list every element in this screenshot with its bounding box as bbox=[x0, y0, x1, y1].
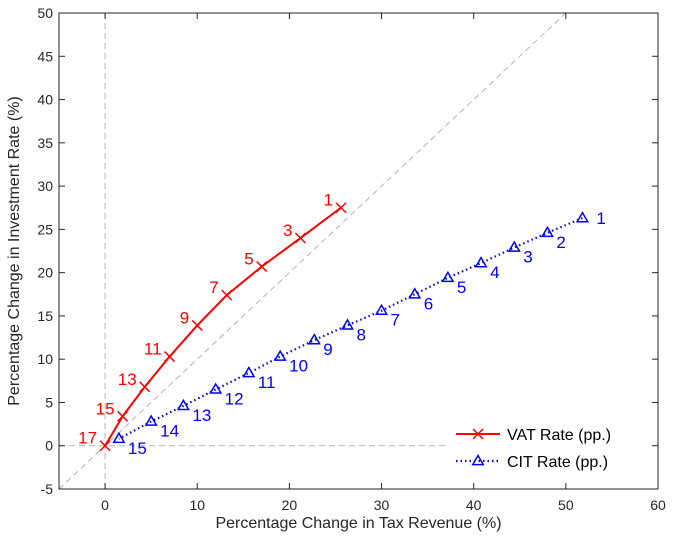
data-label: 11 bbox=[144, 340, 162, 359]
y-tick-label: 15 bbox=[37, 308, 53, 324]
data-label: 1 bbox=[324, 191, 333, 210]
marker-triangle bbox=[144, 414, 158, 426]
marker-triangle bbox=[441, 270, 455, 283]
data-label: 7 bbox=[391, 311, 400, 330]
marker-triangle bbox=[242, 366, 256, 378]
marker-x bbox=[99, 440, 111, 452]
data-label: 15 bbox=[128, 439, 147, 458]
marker-triangle bbox=[474, 256, 488, 268]
data-label: 5 bbox=[244, 250, 253, 269]
data-label: 7 bbox=[209, 278, 218, 297]
data-label: 13 bbox=[118, 370, 137, 389]
y-tick-label: 50 bbox=[37, 5, 53, 21]
marker-triangle bbox=[340, 318, 354, 330]
x-tick-label: 20 bbox=[282, 497, 298, 513]
series-line bbox=[104, 206, 342, 447]
data-label: 11 bbox=[258, 373, 276, 392]
series-layer bbox=[99, 202, 589, 452]
x-tick-label: 50 bbox=[558, 497, 574, 513]
y-tick-label: 20 bbox=[37, 265, 53, 281]
series-cit bbox=[112, 211, 589, 444]
marker-triangle bbox=[176, 398, 190, 411]
marker-triangle bbox=[273, 349, 287, 361]
data-label: 13 bbox=[192, 406, 211, 425]
legend-entry-label: CIT Rate (pp.) bbox=[507, 454, 608, 471]
marker-x bbox=[294, 232, 306, 244]
data-label: 3 bbox=[283, 221, 292, 240]
marker-x bbox=[472, 428, 484, 440]
marker-triangle bbox=[375, 303, 389, 316]
series-vat bbox=[99, 202, 347, 452]
reference-lines bbox=[58, 12, 658, 490]
data-label: 1 bbox=[596, 209, 605, 228]
marker-triangle bbox=[307, 333, 321, 345]
marker-x bbox=[117, 410, 129, 422]
x-axis-label: Percentage Change in Tax Revenue (%) bbox=[215, 515, 501, 532]
data-label: 14 bbox=[160, 421, 179, 440]
x-tick-label: 10 bbox=[189, 497, 205, 513]
x-tick-label: 30 bbox=[374, 497, 390, 513]
data-label: 10 bbox=[289, 357, 308, 376]
data-label: 9 bbox=[323, 340, 332, 359]
y-tick-label: -5 bbox=[41, 481, 54, 497]
marker-triangle bbox=[209, 382, 223, 394]
data-label: 9 bbox=[180, 308, 189, 327]
x-tick-label: 60 bbox=[650, 497, 666, 513]
marker-triangle bbox=[507, 240, 521, 252]
legend-entry-label: VAT Rate (pp.) bbox=[507, 427, 611, 444]
data-label: 3 bbox=[523, 248, 532, 267]
marker-triangle bbox=[112, 431, 126, 444]
legend-box bbox=[446, 416, 652, 478]
marker-x bbox=[164, 351, 176, 363]
plot-frame bbox=[58, 12, 659, 490]
data-label: 4 bbox=[490, 263, 499, 282]
data-label: 8 bbox=[356, 325, 365, 344]
y-tick-label: 10 bbox=[37, 351, 53, 367]
y-tick-label: 35 bbox=[37, 135, 53, 151]
data-label: 17 bbox=[78, 429, 97, 448]
data-label: 12 bbox=[225, 389, 244, 408]
y-tick-label: 25 bbox=[37, 221, 53, 237]
series-line bbox=[118, 217, 583, 440]
marker-x bbox=[256, 261, 268, 273]
y-tick-label: 5 bbox=[45, 394, 53, 410]
x-tick-label: 40 bbox=[466, 497, 482, 513]
data-label: 15 bbox=[96, 399, 115, 418]
marker-triangle bbox=[408, 287, 422, 299]
y-tick-label: 40 bbox=[37, 92, 53, 108]
y-tick-label: 30 bbox=[37, 178, 53, 194]
data-label: 2 bbox=[556, 233, 565, 252]
y-axis-label: Percentage Change in Investment Rate (%) bbox=[6, 96, 23, 406]
marker-x bbox=[221, 289, 233, 301]
marker-x bbox=[335, 202, 347, 214]
y-tick-label: 45 bbox=[37, 48, 53, 64]
reference-line-45deg bbox=[58, 12, 567, 490]
x-tick-label: 0 bbox=[101, 497, 109, 513]
marker-x bbox=[191, 319, 203, 331]
marker-triangle bbox=[540, 225, 554, 238]
marker-x bbox=[139, 381, 151, 393]
data-label: 6 bbox=[424, 294, 433, 313]
marker-triangle bbox=[575, 211, 589, 223]
data-label: 5 bbox=[457, 278, 466, 297]
legend: VAT Rate (pp.) CIT Rate (pp.) bbox=[446, 416, 652, 478]
y-tick-label: 0 bbox=[45, 438, 53, 454]
marker-triangle bbox=[471, 453, 485, 466]
